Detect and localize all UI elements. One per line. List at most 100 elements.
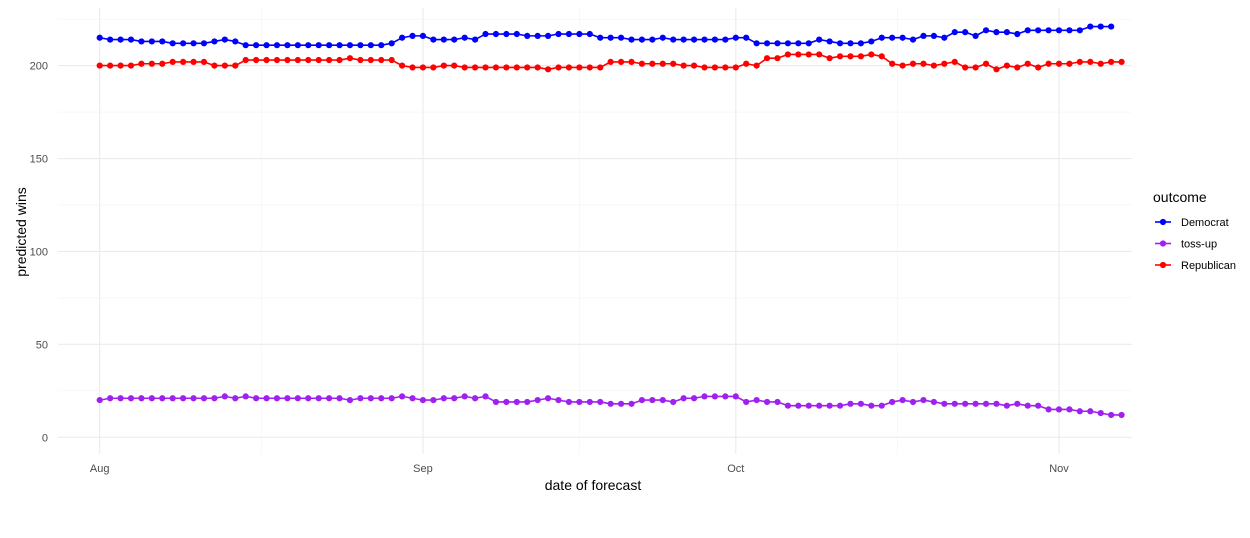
data-point	[993, 29, 1000, 36]
data-point	[284, 395, 291, 402]
data-point	[336, 56, 343, 64]
data-point	[1097, 23, 1104, 30]
data-point	[784, 51, 792, 58]
data-point	[451, 395, 458, 402]
data-point	[211, 62, 218, 69]
data-point	[826, 402, 833, 409]
data-point	[221, 393, 228, 400]
data-point	[367, 42, 374, 49]
data-point	[409, 32, 416, 39]
data-point	[701, 64, 708, 71]
data-point	[680, 62, 687, 69]
data-point	[1003, 402, 1010, 409]
data-point	[440, 36, 447, 43]
data-point	[878, 402, 885, 409]
data-point	[951, 29, 958, 36]
data-point	[857, 53, 864, 60]
data-point	[784, 402, 792, 409]
data-point	[628, 36, 635, 43]
data-point	[941, 60, 948, 67]
data-point	[534, 32, 541, 39]
data-point	[96, 397, 103, 404]
data-point	[482, 64, 489, 71]
data-point	[982, 60, 990, 67]
data-point	[482, 30, 489, 38]
data-point	[1024, 27, 1031, 34]
data-point	[565, 30, 573, 38]
data-point	[492, 30, 500, 38]
data-point	[534, 397, 541, 404]
grid	[58, 8, 1132, 454]
data-point	[659, 397, 666, 404]
data-point	[1087, 23, 1094, 30]
data-point	[326, 42, 333, 49]
data-point	[1035, 27, 1042, 34]
x-axis-title: date of forecast	[545, 477, 642, 493]
data-point	[836, 402, 844, 409]
data-point	[273, 42, 281, 49]
data-point	[951, 400, 958, 407]
data-point	[169, 58, 176, 65]
data-point	[993, 400, 1000, 407]
data-point	[659, 34, 666, 41]
data-point	[920, 32, 927, 39]
data-point	[357, 42, 364, 49]
data-point	[763, 40, 771, 47]
data-point	[586, 64, 593, 71]
data-point	[847, 53, 854, 60]
y-tick-label: 150	[30, 154, 48, 166]
data-point	[263, 42, 270, 49]
data-point	[284, 56, 291, 64]
data-point	[690, 62, 698, 69]
data-point	[1055, 27, 1063, 34]
data-point	[200, 40, 208, 47]
data-point	[430, 36, 437, 43]
legend: outcome Democrat toss-up Republican	[1153, 189, 1236, 272]
data-point	[816, 51, 823, 58]
data-point	[826, 38, 833, 45]
data-point	[534, 64, 541, 71]
data-point	[211, 395, 218, 402]
series-democrat	[96, 23, 1115, 49]
data-point	[169, 40, 176, 47]
data-point	[221, 36, 228, 43]
data-point	[399, 393, 406, 400]
data-point	[419, 64, 427, 71]
legend-key-point	[1159, 240, 1167, 247]
data-point	[576, 64, 583, 71]
data-point	[138, 395, 145, 402]
data-point	[1076, 58, 1083, 65]
series-republican	[96, 51, 1125, 73]
data-point	[461, 34, 468, 41]
data-point	[367, 395, 374, 402]
data-point	[253, 395, 260, 402]
data-point	[638, 36, 646, 43]
data-point	[513, 398, 520, 406]
data-point	[868, 402, 875, 409]
data-point	[253, 56, 260, 64]
data-point	[1097, 60, 1104, 67]
data-point	[503, 398, 510, 406]
data-point	[576, 30, 583, 38]
data-point	[690, 395, 698, 402]
data-point	[920, 397, 927, 404]
data-point	[847, 400, 854, 407]
data-point	[962, 400, 969, 407]
data-point	[649, 397, 656, 404]
data-point	[972, 32, 979, 39]
data-point	[722, 36, 729, 43]
data-point	[649, 60, 656, 67]
data-point	[909, 398, 917, 406]
data-point	[816, 402, 823, 409]
data-point	[367, 56, 374, 64]
data-point	[555, 64, 562, 71]
data-point	[659, 60, 666, 67]
data-point	[190, 40, 197, 47]
data-point	[597, 34, 604, 41]
data-point	[1087, 58, 1094, 65]
data-point	[1108, 411, 1115, 419]
data-point	[419, 397, 427, 404]
data-point	[972, 64, 979, 71]
data-point	[670, 36, 677, 43]
